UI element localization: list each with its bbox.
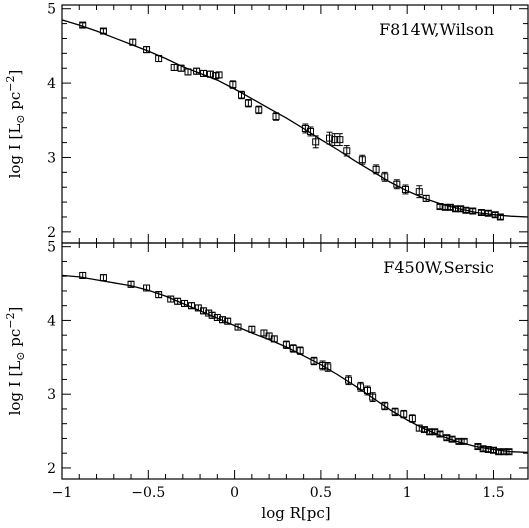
data-point	[393, 179, 401, 190]
data-point	[326, 131, 334, 145]
y-tick-label: 3	[47, 387, 56, 403]
data-point	[181, 299, 189, 307]
data-point	[184, 68, 192, 76]
data-point	[187, 302, 195, 310]
data-point	[206, 70, 214, 78]
data-point	[381, 401, 389, 411]
data-point	[143, 284, 151, 292]
y-tick-label: 2	[47, 461, 56, 477]
panel-label: F814W,Wilson	[379, 20, 494, 39]
data-point	[477, 209, 485, 217]
data-point	[381, 171, 389, 182]
fit-curve	[61, 19, 529, 218]
y-tick-label: 3	[47, 150, 56, 166]
data-point	[270, 335, 278, 343]
x-tick-label: 1.5	[482, 485, 504, 501]
data-point	[200, 69, 208, 77]
x-tick-label: 0	[230, 485, 239, 501]
data-point	[127, 280, 135, 288]
data-point	[255, 105, 263, 115]
data-point	[177, 64, 185, 72]
y-axis-title: log I [L⊙ pc−2]	[4, 307, 27, 416]
data-point	[143, 46, 151, 54]
y-tick-label: 2	[47, 225, 56, 241]
data-point	[215, 71, 223, 79]
data-point	[436, 203, 444, 211]
data-point	[307, 126, 315, 137]
x-axis-title: log R[pc]	[261, 504, 330, 522]
data-point	[505, 448, 513, 456]
data-point	[469, 207, 477, 215]
data-point	[363, 385, 371, 396]
data-point	[213, 313, 221, 321]
data-point	[400, 409, 408, 419]
data-point	[336, 133, 344, 147]
data-point	[79, 271, 87, 279]
data-point	[455, 437, 463, 445]
data-point	[224, 317, 232, 325]
data-point	[234, 323, 242, 331]
plot-frame	[61, 242, 529, 480]
data-point	[99, 27, 107, 35]
data-point	[500, 448, 508, 456]
data-point	[343, 145, 351, 157]
data-point	[401, 184, 409, 195]
data-point	[248, 325, 256, 333]
data-point	[193, 67, 201, 75]
panel-label: F450W,Sersic	[383, 258, 494, 277]
data-point	[174, 297, 182, 305]
y-tick-label: 5	[47, 240, 56, 256]
data-point	[244, 98, 252, 108]
data-point	[357, 381, 365, 392]
x-tick-label: 1	[403, 485, 412, 501]
data-point	[155, 291, 163, 299]
data-point	[324, 361, 332, 372]
data-point	[408, 414, 416, 423]
data-point	[170, 63, 178, 71]
data-point	[358, 154, 366, 165]
data-point	[155, 55, 163, 63]
data-point	[79, 21, 87, 29]
data-point	[415, 185, 423, 199]
panel-f450w-sersic: 2 3 4 5 −1 −0.5 0 0.5 1 1.5 log I [L⊙ pc−2] F450W,S…	[4, 240, 529, 501]
data-point	[462, 206, 470, 214]
data-point	[460, 437, 468, 445]
fit-curve	[61, 274, 529, 454]
data-point	[448, 435, 456, 443]
x-tick-label: 0.5	[310, 485, 332, 501]
x-tick-label: −0.5	[131, 485, 165, 501]
data-point	[484, 209, 492, 217]
data-point	[457, 205, 465, 213]
data-point	[372, 164, 380, 175]
data-point	[129, 38, 137, 46]
data-point	[391, 407, 399, 417]
data-point	[369, 392, 377, 403]
data-point	[296, 346, 304, 355]
y-tick-label: 4	[47, 76, 56, 92]
data-point	[312, 135, 320, 149]
data-point	[443, 434, 451, 442]
data-point	[436, 430, 444, 438]
data-point	[345, 375, 353, 386]
data-point	[422, 194, 430, 202]
panel-f814w-wilson: 2 3 4 5 log I [L⊙ pc−2] F814W,Wilson	[4, 2, 529, 244]
y-axis-title: log I [L⊙ pc−2]	[4, 70, 27, 179]
data-point	[272, 112, 280, 121]
data-point	[237, 90, 245, 100]
data-point	[331, 133, 339, 147]
data-point	[426, 428, 434, 436]
data-point	[167, 295, 175, 303]
x-tick-label: −1	[52, 485, 73, 501]
data-point	[496, 213, 504, 221]
data-point	[289, 344, 297, 353]
data-point	[282, 340, 290, 349]
data-point	[229, 80, 237, 89]
data-point	[310, 356, 318, 366]
y-tick-label: 5	[47, 2, 56, 18]
data-point	[99, 274, 107, 282]
y-tick-label: 4	[47, 313, 56, 329]
